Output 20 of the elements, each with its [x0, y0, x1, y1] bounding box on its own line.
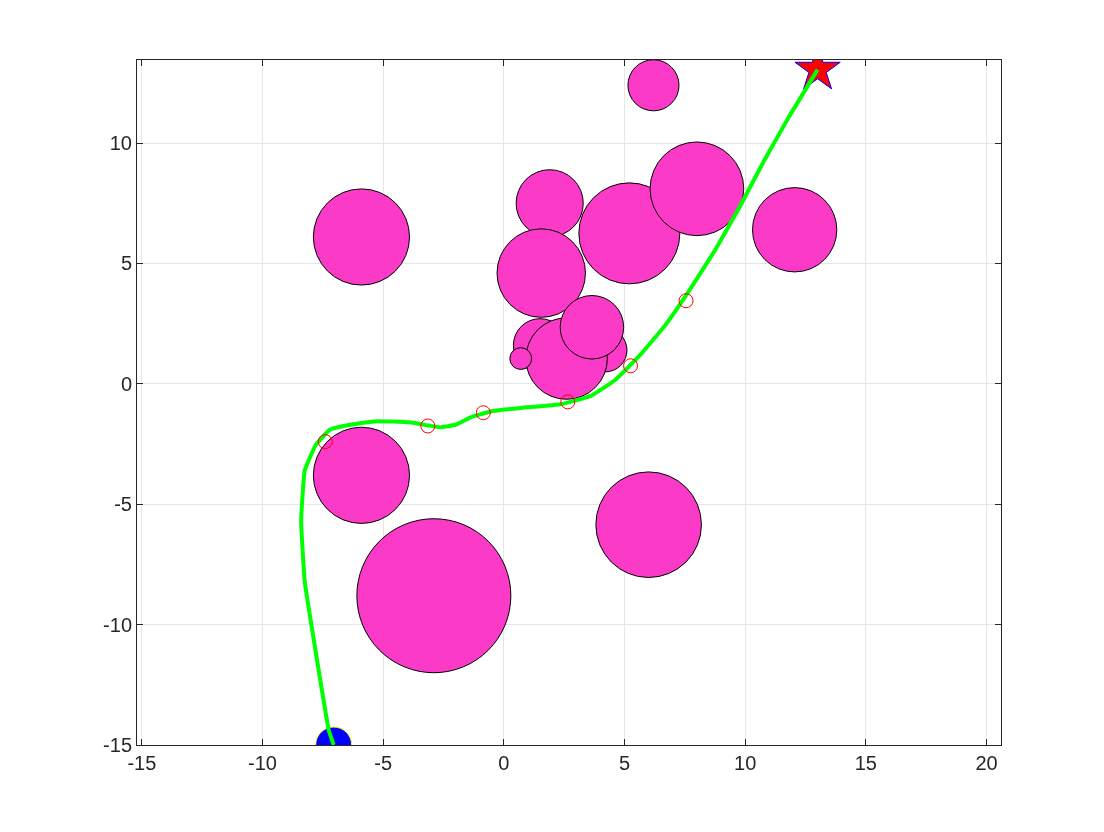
x-tick-label: -10	[248, 752, 277, 774]
point	[678, 293, 694, 309]
point	[475, 405, 491, 421]
x-tick-label: 5	[618, 752, 631, 774]
y-tick-label: 10	[109, 132, 132, 155]
y-tick-label: 5	[120, 252, 132, 275]
point	[560, 394, 576, 410]
x-tick-label: -5	[374, 752, 393, 774]
x-tick-label: 20	[975, 752, 998, 774]
y-tick-label: -10	[103, 613, 132, 636]
point	[623, 358, 639, 374]
x-tick-label: 15	[854, 752, 877, 774]
y-tick-label: 0	[120, 372, 132, 395]
x-tick-label: 10	[734, 752, 757, 774]
line-series	[299, 67, 820, 745]
y-tick-label: -15	[103, 734, 132, 756]
x-tick-label: 0	[498, 752, 510, 774]
point	[420, 418, 436, 434]
y-tick-label: -5	[114, 493, 132, 516]
point	[317, 434, 333, 450]
